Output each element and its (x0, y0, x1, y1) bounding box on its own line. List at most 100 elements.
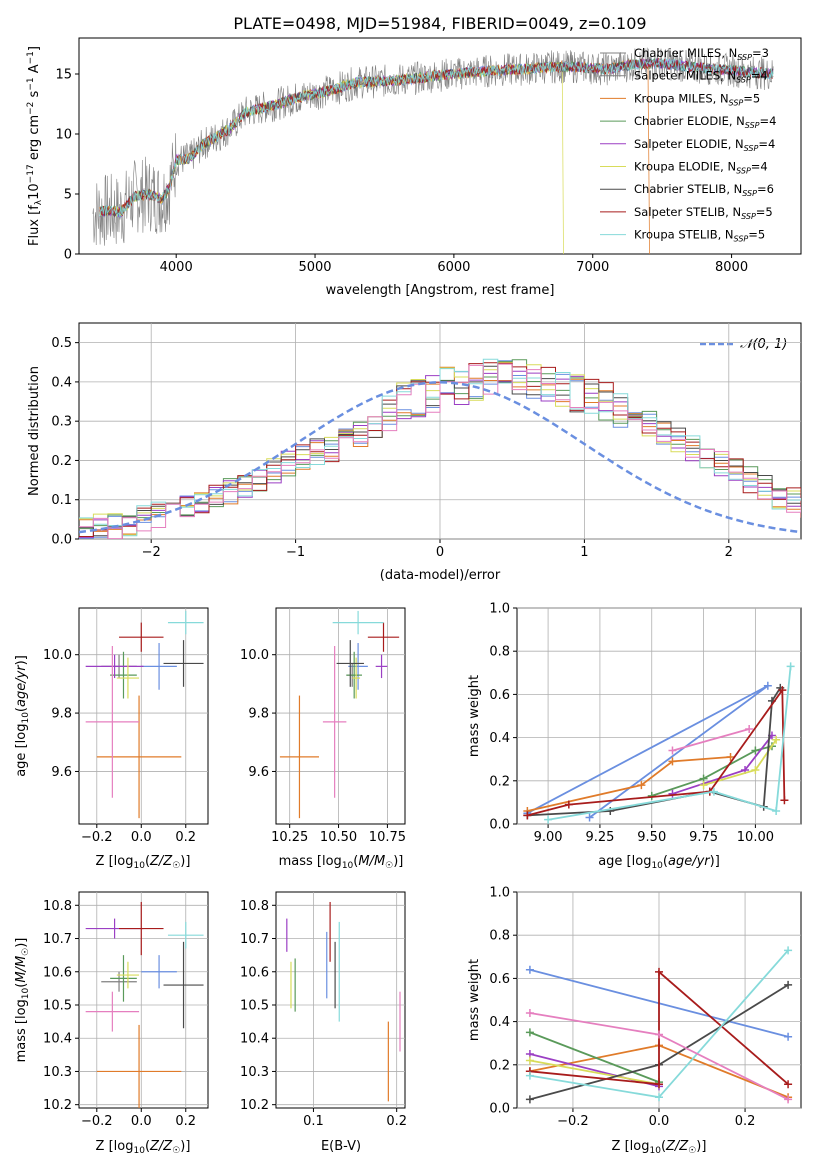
y-tick-label: 10.2 (240, 1098, 269, 1113)
y-tick-label: 10.0 (43, 648, 72, 663)
age-vs-metallicity-panel: Z [log10(Z/Z☉)] age [log10(age/yr)] −0.2… (14, 607, 209, 871)
mass-weight-line (529, 1059, 660, 1086)
plus-marker (778, 686, 787, 695)
y-tick-label: 0.2 (489, 1058, 510, 1073)
y-tick-label: 0.0 (489, 818, 510, 833)
y-tick-label: 10.4 (43, 1032, 72, 1047)
y-tick-label: 0.6 (489, 972, 510, 987)
y-tick-label: 0.2 (51, 454, 72, 469)
legend-label: Salpeter MILES, NSSP=4 (634, 69, 768, 85)
normal-curve (79, 381, 801, 534)
spectrum-panel: wavelength [Angstrom, rest frame] Flux [… (26, 37, 802, 298)
y-tick-label: 15 (55, 68, 72, 83)
p8-xlabel: Z [log10(Z/Z☉)] (612, 1139, 707, 1156)
massweight-vs-metallicity-panel: Z [log10(Z/Z☉)] mass weight −0.2 0.0 0.2 0.… (467, 886, 802, 1156)
plus-marker (525, 1008, 534, 1017)
plus-marker (523, 811, 532, 820)
line-series-group (525, 946, 793, 1104)
legend-label: Salpeter STELIB, NSSP=5 (634, 205, 773, 221)
y-tick-label: 9.8 (248, 707, 269, 722)
y-tick-label: 0.1 (51, 493, 72, 508)
x-tick-label: −2 (142, 545, 161, 560)
histogram-step (79, 370, 801, 538)
x-tick-label: 0.0 (131, 1114, 152, 1129)
line-series-group (523, 662, 795, 824)
legend-label: Chabrier ELODIE, NSSP=4 (634, 114, 776, 130)
y-tick-label: 10.3 (240, 1065, 269, 1080)
x-tick-label: 1 (580, 545, 588, 560)
plus-marker (784, 1095, 793, 1104)
plus-marker (564, 800, 573, 809)
massweight-vs-age-panel: age [log10(age/yr)] mass weight 9.00 9.25… (467, 602, 802, 871)
y-tick-label: 0.4 (489, 731, 510, 746)
y-tick-label: 0.8 (489, 645, 510, 660)
plus-marker (751, 766, 760, 774)
y-tick-label: 1.0 (489, 886, 510, 901)
y-tick-label: 10.0 (240, 648, 269, 663)
plus-marker (699, 781, 708, 790)
plus-marker (784, 1032, 793, 1041)
y-tick-label: 9.8 (51, 707, 72, 722)
y-tick-label: 10.7 (240, 932, 269, 947)
y-tick-label: 0.2 (489, 774, 510, 789)
plus-marker (784, 946, 793, 955)
histogram-step (79, 359, 801, 530)
mass-weight-line (529, 1031, 660, 1083)
plus-marker (525, 1071, 534, 1080)
y-tick-label: 0.5 (51, 336, 72, 351)
plus-marker (525, 1028, 534, 1037)
errorbar-group (279, 610, 400, 819)
plus-marker (784, 1080, 793, 1089)
plus-marker (709, 787, 718, 796)
spectrum-xlabel: wavelength [Angstrom, rest frame] (326, 283, 555, 298)
y-tick-label: 0.0 (51, 533, 72, 548)
x-tick-label: 8000 (715, 260, 748, 275)
p7-frame (275, 891, 406, 1109)
errorbar-group (286, 901, 401, 1102)
p6-ylabel: mass [log10(M/M☉)] (14, 938, 31, 1063)
mass-weight-line (529, 969, 789, 1086)
legend-normal-label: 𝒩(0, 1) (740, 337, 787, 352)
y-tick-label: 10.8 (240, 899, 269, 914)
x-tick-label: 9.00 (534, 830, 563, 845)
histogram-step (79, 362, 801, 536)
histogram-step (79, 360, 801, 539)
x-tick-label: 0.2 (735, 1114, 756, 1129)
histogram-ylabel: Normed distribution (27, 366, 42, 496)
age-vs-mass-panel: mass [log10(M/M☉)] 10.25 10.50 10.75 9.6 9.8… (240, 607, 406, 871)
plus-marker (772, 735, 781, 744)
x-tick-label: 5000 (298, 260, 331, 275)
p6-xlabel: Z [log10(Z/Z☉)] (96, 1139, 191, 1156)
plus-marker (655, 1030, 663, 1039)
p5-xlabel: age [log10(age/yr)] (598, 854, 720, 871)
x-tick-label: 0.2 (386, 1114, 407, 1129)
model-spectrum-line (99, 57, 774, 217)
legend-label: Kroupa STELIB, NSSP=5 (634, 228, 765, 244)
y-tick-label: 1.0 (489, 602, 510, 617)
spectrum-frame (78, 37, 802, 255)
plus-marker (525, 1056, 534, 1065)
residual-histogram-panel: (data-model)/error Normed distribution 𝒩… (27, 322, 802, 583)
x-tick-label: 10.75 (369, 830, 406, 845)
plus-marker (585, 813, 594, 822)
y-tick-label: 0 (64, 248, 72, 263)
x-tick-label: 10.25 (271, 830, 308, 845)
x-tick-label: 0.1 (303, 1114, 324, 1129)
mass-weight-line (527, 756, 731, 812)
histogram-step (79, 358, 801, 537)
p5-frame (516, 607, 802, 825)
x-tick-label: 10.00 (737, 830, 774, 845)
p4-xlabel: mass [log10(M/M☉)] (279, 854, 404, 871)
p3-ylabel: age [log10(age/yr)] (14, 655, 31, 777)
x-tick-label: 9.25 (585, 830, 614, 845)
figure-title: PLATE=0498, MJD=51984, FIBERID=0049, z=0… (233, 14, 646, 33)
histogram-bars (79, 358, 801, 539)
mass-weight-line (672, 728, 750, 752)
x-tick-label: 0.2 (175, 830, 196, 845)
y-tick-label: 10.6 (43, 965, 72, 980)
p8-ylabel: mass weight (467, 959, 482, 1041)
p6-frame (78, 891, 209, 1109)
y-tick-label: 10 (55, 128, 72, 143)
mass-vs-ebv-panel: E(B-V) 0.1 0.2 10.2 10.3 10.4 10.5 10.6 10.7 10.… (240, 891, 407, 1154)
